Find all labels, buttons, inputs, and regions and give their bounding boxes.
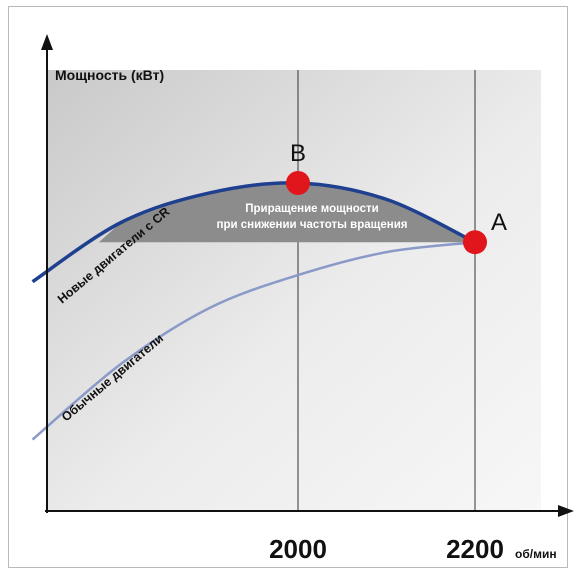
series-line-conventional-engines [31,240,476,441]
plot-background [47,70,541,511]
shaded-region-label-line1: Приращение мощности [245,203,379,215]
x-axis-unit: об/мин [515,547,557,561]
y-axis-arrow [41,34,53,50]
x-tick-label-2200: 2200 [446,534,504,564]
point-label-b: B [290,140,306,167]
x-tick-label-2000: 2000 [269,534,327,564]
shaded-region-label-line2: при снижении частоты вращения [217,219,408,231]
point-b [286,171,310,195]
point-label-a: A [491,209,507,236]
point-a [463,230,487,255]
x-axis-arrow [558,505,574,517]
y-axis-label: Мощность (кВт) [55,67,164,83]
series-line-new-engines [31,181,476,284]
